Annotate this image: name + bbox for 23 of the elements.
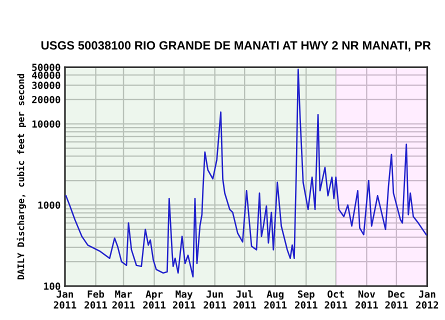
x-tick-label: Sep 2011 xyxy=(294,290,318,309)
x-tick-label: Apr 2011 xyxy=(143,290,166,309)
x-tick-label: Jun 2011 xyxy=(204,290,226,309)
chart-title: USGS 50038100 RIO GRANDE DE MANATI AT HWY 2 NR MANATI, PR xyxy=(41,41,431,52)
y-tick-label: 50000 xyxy=(32,64,60,72)
x-tick-label: Jul 2011 xyxy=(233,290,256,309)
x-tick-label: Dec 2011 xyxy=(385,290,408,309)
x-tick-label: Nov 2011 xyxy=(356,290,378,309)
y-tick-label: 40000 xyxy=(32,72,60,79)
line-series xyxy=(65,68,427,278)
y-tick-label: 30000 xyxy=(32,82,60,90)
x-tick-label: Jan 2012 xyxy=(416,290,438,309)
y-tick-label: 10000 xyxy=(32,120,60,128)
x-tick-label: Jan 2011 xyxy=(54,290,76,309)
x-tick-label: May 2011 xyxy=(172,290,196,309)
y-tick-label: 20000 xyxy=(32,96,60,104)
x-tick-label: Mar 2011 xyxy=(112,290,135,309)
y-tick-label: 1000 xyxy=(38,201,60,209)
x-tick-label: Feb 2011 xyxy=(84,290,107,309)
y-axis-title: DAILY Discharge, cubic feet per second xyxy=(16,74,26,280)
x-tick-label: Aug 2011 xyxy=(264,290,287,309)
y-tick-label: 100 xyxy=(44,282,60,290)
x-tick-label: Oct 2011 xyxy=(324,290,348,309)
